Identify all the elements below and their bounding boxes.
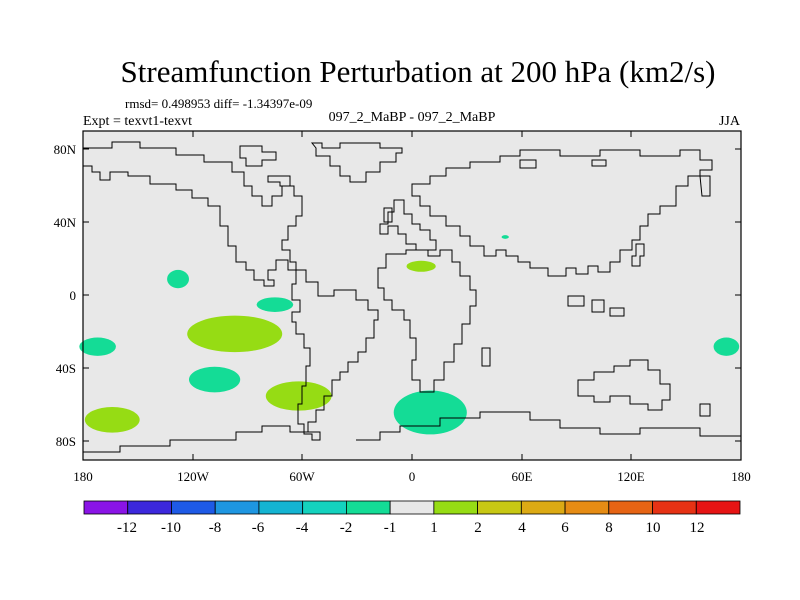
coastline-south-america <box>291 269 379 441</box>
anomaly-region <box>256 297 294 312</box>
x-axis-labels: 180 120W 60W 0 60E 120E 180 <box>73 469 751 484</box>
season-label: JJA <box>719 114 741 129</box>
coastline-madagascar <box>481 347 491 367</box>
x-tick-label: 180 <box>731 469 751 484</box>
coastline-north-america <box>83 141 303 287</box>
colorbar-label: 4 <box>518 520 526 536</box>
coastlines <box>83 141 741 453</box>
anomaly-region <box>79 337 116 356</box>
y-tick-label: 40S <box>56 361 76 376</box>
anomaly-region <box>187 315 283 353</box>
anomaly-layer <box>79 235 740 435</box>
colorbar-label: -10 <box>161 520 181 536</box>
colorbar-label: 2 <box>474 520 482 536</box>
colorbar-label: 10 <box>646 520 661 536</box>
colorbar-label: -4 <box>296 520 309 536</box>
x-tick-label: 120E <box>617 469 645 484</box>
case-label: 097_2_MaBP - 097_2_MaBP <box>329 110 496 125</box>
coastline-hudson-bay <box>267 175 291 187</box>
coastline-antarctica <box>83 411 741 453</box>
x-tick-label: 60W <box>289 469 315 484</box>
colorbar-swatch <box>345 500 391 515</box>
coastline-asia <box>411 149 713 277</box>
colorbar-swatch <box>695 500 741 515</box>
anomaly-region <box>713 337 740 356</box>
colorbar-swatch <box>389 500 435 515</box>
anomaly-region <box>84 406 140 433</box>
stats-label: rmsd= 0.498953 diff= -1.34397e-09 <box>125 96 312 111</box>
coastline-arctic-islands <box>239 145 277 167</box>
map-panel <box>79 130 742 461</box>
coastline-africa <box>377 249 477 393</box>
colorbar-label: -1 <box>384 520 397 536</box>
colorbar-swatch <box>433 500 479 515</box>
y-tick-label: 0 <box>70 288 77 303</box>
chart-title: Streamfunction Perturbation at 200 hPa (… <box>121 54 716 89</box>
coastline-british-isles <box>383 207 393 223</box>
colorbar-label: -12 <box>117 520 137 536</box>
y-tick-label: 40N <box>54 215 77 230</box>
colorbar-swatch <box>477 500 522 515</box>
colorbar-swatch <box>652 500 697 515</box>
y-axis-ticks-left <box>83 148 89 442</box>
colorbar-swatch <box>302 500 347 515</box>
colorbar-swatch <box>608 500 653 515</box>
colorbar-label: 8 <box>605 520 613 536</box>
map-frame <box>82 130 742 461</box>
coastline-southeast-asia <box>567 295 625 317</box>
coastline-europe <box>379 199 437 251</box>
colorbar-swatch <box>83 500 129 515</box>
y-tick-label: 80N <box>54 142 77 157</box>
x-tick-label: 180 <box>73 469 93 484</box>
colorbar-label: 6 <box>561 520 569 536</box>
colorbar-swatch <box>258 500 304 515</box>
colorbar-swatch <box>214 500 260 515</box>
colorbar-swatch <box>127 500 172 515</box>
coastline-kamchatka <box>699 175 711 197</box>
colorbar-swatch <box>564 500 610 515</box>
x-tick-label: 0 <box>409 469 416 484</box>
x-tick-label: 60E <box>512 469 533 484</box>
colorbar-label: -6 <box>252 520 265 536</box>
colorbar-label: 12 <box>690 520 705 536</box>
colorbar-label: -8 <box>209 520 222 536</box>
colorbar-swatch <box>171 500 216 515</box>
y-axis-ticks-right <box>735 148 741 442</box>
coastline-arctic-islands-east <box>519 159 607 169</box>
colorbar-swatch <box>520 500 566 515</box>
coastline-japan <box>631 243 645 267</box>
anomaly-region <box>406 260 436 272</box>
coastline-new-zealand <box>699 403 711 417</box>
anomaly-region <box>265 381 332 411</box>
anomaly-region <box>167 269 190 289</box>
colorbar-labels: -12 -10 -8 -6 -4 -2 -1 1 2 4 6 8 10 12 <box>117 520 705 536</box>
colorbar-label: 1 <box>430 520 438 536</box>
coastline-greenland <box>310 142 403 183</box>
experiment-label: Expt = texvt1-texvt <box>83 114 192 129</box>
y-tick-label: 80S <box>56 434 76 449</box>
coastline-australia <box>577 359 671 411</box>
y-axis-labels: 80N 40N 0 40S 80S <box>54 142 77 449</box>
colorbar-label: -2 <box>340 520 353 536</box>
colorbar <box>83 500 741 515</box>
anomaly-region <box>393 390 467 435</box>
anomaly-region <box>501 235 509 239</box>
x-tick-label: 120W <box>177 469 210 484</box>
anomaly-region <box>189 366 241 393</box>
